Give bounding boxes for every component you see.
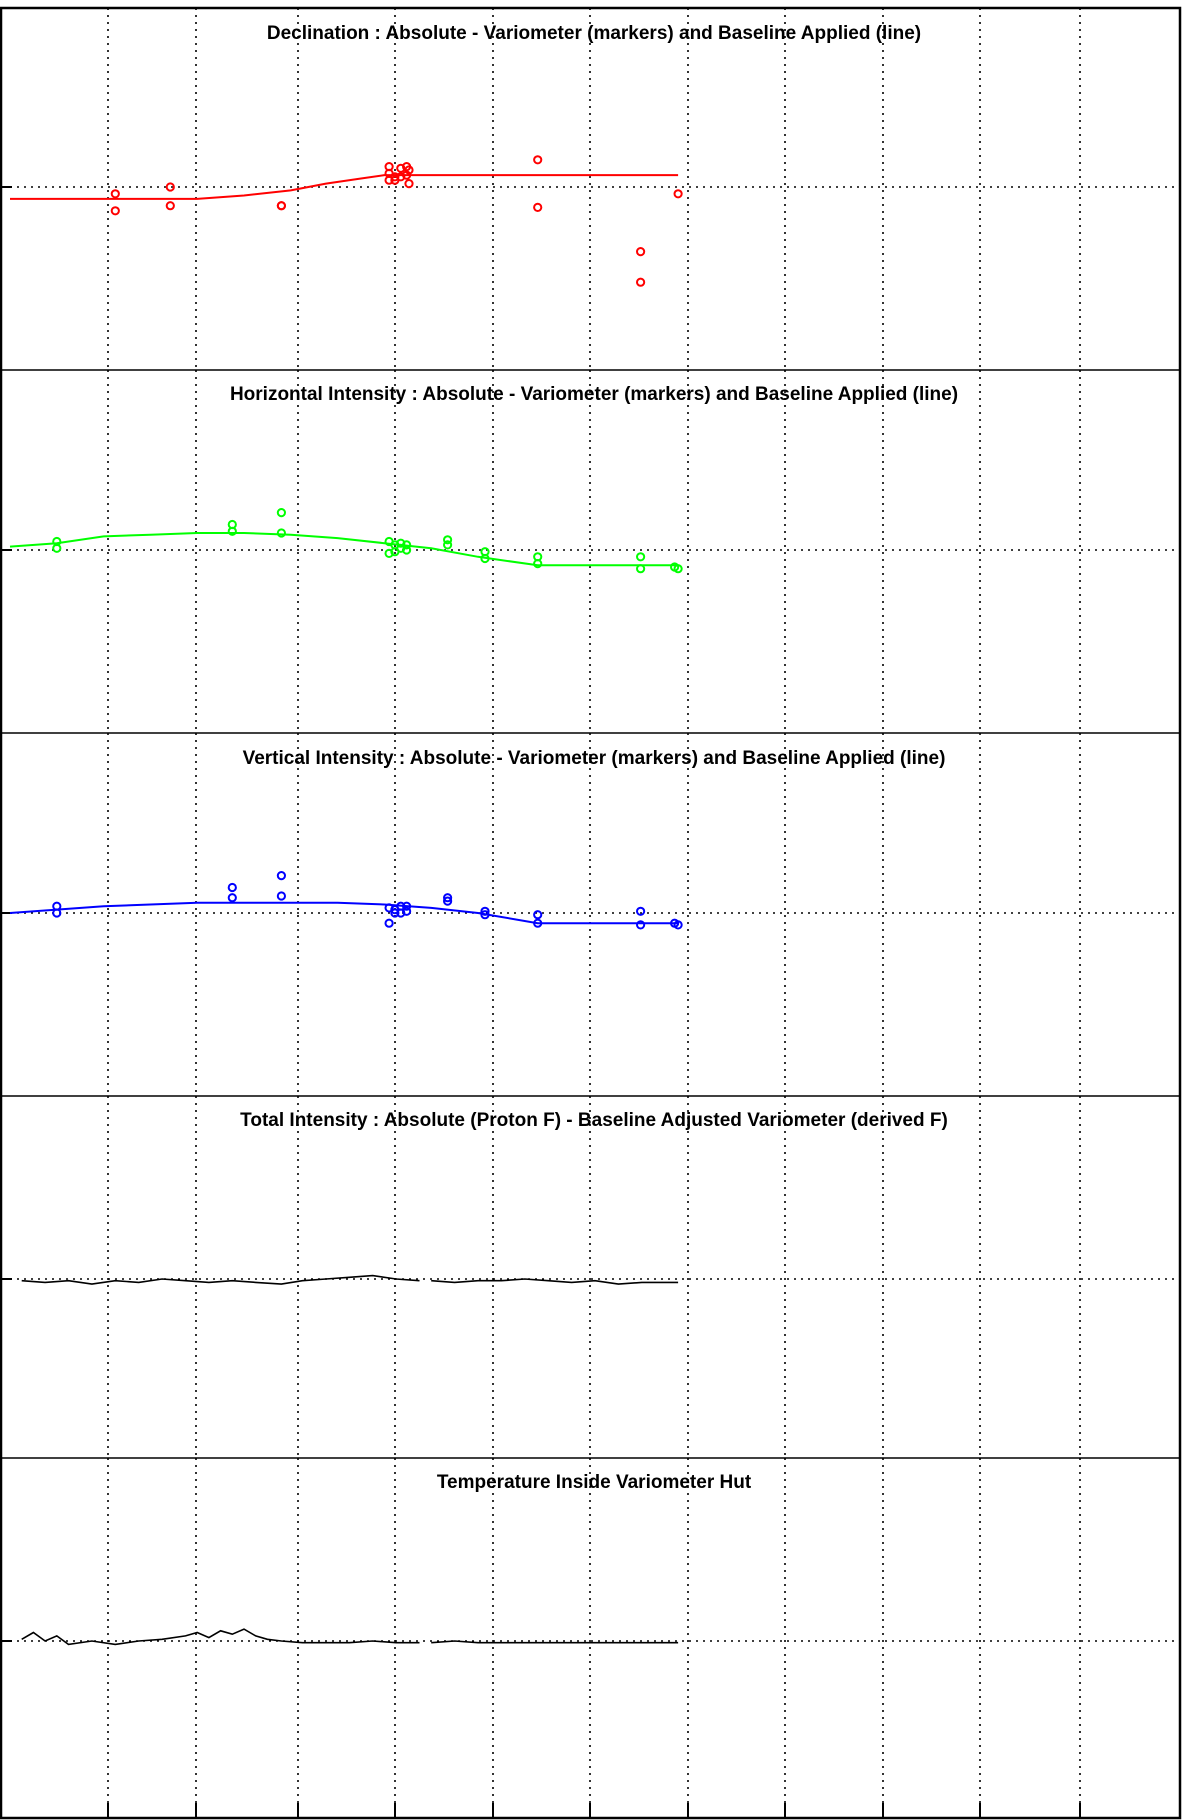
temperature-series-line-1 (431, 1640, 679, 1644)
vertical-intensity-marker (402, 906, 412, 916)
vertical-intensity-marker (227, 893, 237, 903)
vertical-intensity-marker (276, 871, 286, 881)
vertical-intensity-marker (533, 910, 543, 920)
vertical-intensity-marker (533, 918, 543, 928)
vertical-intensity-marker (673, 920, 683, 930)
declination-marker (110, 189, 120, 199)
temperature-series-line-0 (21, 1628, 420, 1646)
vertical-intensity-marker (402, 901, 412, 911)
total-intensity-grid (10, 1096, 1180, 1458)
total-intensity-title: Total Intensity : Absolute (Proton F) - … (240, 1110, 948, 1131)
horizontal-intensity-baseline-line (9, 532, 679, 567)
temperature-title: Temperature Inside Variometer Hut (437, 1472, 752, 1493)
vertical-intensity-marker (480, 910, 490, 920)
declination-marker (165, 201, 175, 211)
horizontal-intensity-marker (227, 526, 237, 536)
declination-baseline-line (10, 174, 679, 200)
horizontal-intensity-marker (276, 507, 286, 518)
vertical-intensity-marker (276, 891, 286, 901)
panel-vertical-intensity: Vertical Intensity : Absolute - Variomet… (0, 733, 1180, 1096)
declination-marker (673, 189, 683, 199)
vertical-intensity-marker (636, 906, 646, 916)
panel-horizontal-intensity: Horizontal Intensity : Absolute - Variom… (0, 370, 1180, 733)
panel-frames (0, 6, 1182, 1820)
horizontal-intensity-marker (673, 564, 683, 574)
horizontal-intensity-marker (276, 528, 286, 538)
horizontal-intensity-marker (636, 552, 646, 562)
horizontal-intensity-marker (480, 553, 490, 564)
declination-marker (404, 165, 414, 175)
declination-marker (110, 206, 120, 216)
declination-marker (533, 202, 543, 212)
vertical-intensity-marker (443, 893, 453, 903)
vertical-intensity-grid (10, 733, 1180, 1096)
declination-marker (533, 155, 543, 165)
horizontal-intensity-title: Horizontal Intensity : Absolute - Variom… (230, 384, 958, 405)
vertical-intensity-marker (384, 918, 394, 928)
declination-marker (276, 201, 286, 211)
horizontal-intensity-marker (533, 559, 543, 569)
declination-grid (10, 8, 1180, 370)
horizontal-intensity-marker (402, 545, 412, 555)
panel-declination: Declination : Absolute - Variometer (mar… (0, 8, 1180, 370)
declination-title: Declination : Absolute - Variometer (mar… (267, 23, 921, 44)
total-intensity-series-line-1 (431, 1278, 679, 1285)
total-intensity-series-line-0 (21, 1274, 420, 1285)
horizontal-intensity-marker (402, 540, 412, 550)
declination-marker (404, 179, 414, 189)
horizontal-intensity-marker (52, 543, 62, 553)
declination-marker (390, 172, 400, 182)
vertical-intensity-marker (480, 906, 490, 916)
declination-marker (165, 182, 175, 192)
horizontal-intensity-marker (636, 564, 646, 574)
vertical-intensity-title: Vertical Intensity : Absolute - Variomet… (243, 748, 946, 769)
temperature-grid (10, 1458, 1180, 1818)
vertical-intensity-marks (9, 871, 683, 930)
horizontal-intensity-marker (443, 540, 453, 550)
vertical-intensity-marker (227, 882, 237, 893)
vertical-intensity-marker (443, 896, 453, 906)
vertical-intensity-marker (52, 908, 62, 918)
declination-marker (636, 247, 646, 257)
horizontal-intensity-marker (443, 535, 453, 545)
declination-marker (636, 277, 646, 287)
horizontal-intensity-grid (10, 370, 1180, 733)
panel-temperature: Temperature Inside Variometer Hut (0, 1458, 1180, 1818)
vertical-intensity-marker (636, 920, 646, 930)
declination-marks (10, 155, 683, 287)
horizontal-intensity-marks (9, 507, 683, 574)
vertical-intensity-marker (390, 908, 400, 918)
vertical-intensity-baseline-line (9, 901, 679, 925)
panel-total-intensity: Total Intensity : Absolute (Proton F) - … (0, 1096, 1180, 1458)
temperature-marks (21, 1628, 679, 1646)
total-intensity-marks (21, 1274, 679, 1285)
